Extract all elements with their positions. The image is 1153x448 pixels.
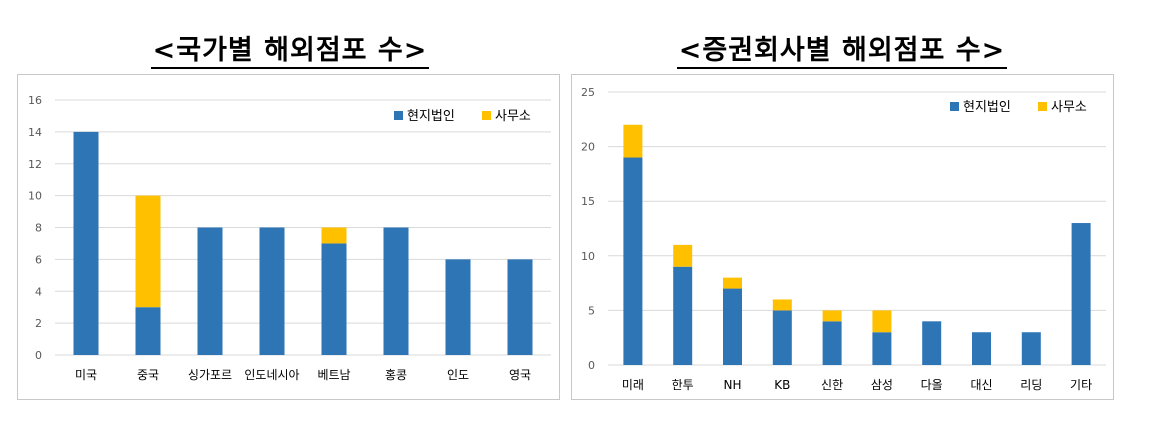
country-chart-category-label: 베트남 [317, 368, 350, 382]
securities-firm-chart-y-tick-label: 25 [581, 86, 595, 99]
securities-firm-chart-bar-subsidiary [772, 310, 792, 365]
securities-firm-chart-y-tick-label: 0 [588, 359, 595, 372]
country-chart-bar-subsidiary [321, 243, 347, 355]
country-chart-y-tick-label: 0 [35, 349, 42, 362]
securities-firm-chart-bar-subsidiary [822, 321, 842, 365]
securities-firm-chart-category-label: 미래 [622, 378, 644, 392]
securities-firm-chart-bar-subsidiary [1021, 332, 1041, 365]
country-chart-category-label: 영국 [509, 368, 531, 382]
country-chart-bar-subsidiary [259, 227, 285, 355]
country-chart-legend-swatch [482, 111, 491, 120]
securities-firm-chart-category-label: KB [774, 378, 790, 392]
securities-firm-chart-category-label: 삼성 [871, 378, 893, 392]
country-chart-legend-swatch [394, 111, 403, 120]
securities-firm-chart-heading-text: <증권회사별 해외점포 수> [676, 35, 1008, 69]
securities-firm-chart-bar-subsidiary [972, 332, 991, 365]
securities-firm-chart-category-label: 다올 [921, 378, 943, 392]
country-chart-heading-text: <국가별 해외점포 수> [150, 35, 430, 69]
securities-firm-chart-bar-office [673, 244, 693, 267]
country-chart-y-tick-label: 14 [28, 126, 42, 139]
country-chart-heading: <국가별 해외점포 수> [20, 28, 560, 69]
securities-firm-chart-bar-office [772, 299, 792, 311]
securities-firm-chart-legend-swatch [950, 102, 959, 111]
country-chart-category-label: 미국 [75, 368, 97, 382]
securities-firm-chart-bar-office [623, 124, 643, 158]
country-chart-y-tick-label: 12 [28, 158, 42, 171]
country-chart-bar-subsidiary [135, 307, 161, 355]
securities-firm-chart-category-label: 리딩 [1020, 378, 1042, 392]
securities-firm-bar-chart: 0 5 10 15 20 25 미래 한투 NH KB 신한 삼성 다올 대신 리딩 기타 현지법인 사무소 [581, 86, 1106, 392]
securities-firm-chart-panel: 0 5 10 15 20 25 미래 한투 NH KB 신한 삼성 다올 대신 리딩 기타 현지법인 사무소 [571, 74, 1114, 400]
securities-firm-chart-bar-office [872, 310, 892, 333]
country-chart-category-label: 중국 [137, 368, 159, 382]
country-chart-y-tick-label: 10 [28, 190, 42, 203]
securities-firm-chart-heading: <증권회사별 해외점포 수> [572, 28, 1112, 69]
securities-firm-chart-bar-subsidiary [922, 321, 942, 365]
country-chart-bar-subsidiary [73, 131, 99, 355]
country-chart-bar-subsidiary [197, 227, 223, 355]
securities-firm-chart-legend-swatch [1038, 102, 1047, 111]
securities-firm-chart-bar-subsidiary [1071, 223, 1091, 365]
securities-firm-chart-legend-label: 사무소 [1051, 100, 1087, 115]
country-chart-bar-office [135, 195, 161, 308]
country-chart-y-tick-label: 6 [35, 253, 42, 266]
country-chart-category-label: 싱가포르 [188, 368, 232, 382]
country-chart-bar-subsidiary [507, 259, 533, 355]
country-chart-category-label: 인도 [447, 368, 469, 382]
securities-firm-chart-legend-label: 현지법인 [963, 100, 1011, 115]
country-chart-bar-subsidiary [383, 227, 409, 355]
securities-firm-chart-category-label: 신한 [821, 378, 843, 392]
securities-firm-chart-y-tick-label: 5 [588, 304, 595, 317]
country-chart-y-tick-label: 2 [35, 317, 42, 330]
country-chart-y-tick-label: 16 [28, 94, 42, 107]
securities-firm-chart-bar-subsidiary [673, 266, 693, 365]
country-chart-y-tick-label: 8 [35, 222, 42, 235]
securities-firm-chart-category-label: NH [724, 378, 742, 392]
securities-firm-chart-y-tick-label: 10 [581, 250, 595, 263]
country-chart-panel: 0 2 4 6 8 10 12 14 16 미국 중국 싱가포르 인도네시아 베트남 홍콩 인도 영국 현지법인 사… [17, 74, 560, 400]
securities-firm-chart-y-tick-label: 20 [581, 141, 595, 154]
securities-firm-chart-bar-subsidiary [623, 157, 643, 365]
securities-firm-chart-category-label: 대신 [970, 378, 992, 392]
country-chart-legend-label: 사무소 [495, 109, 531, 124]
securities-firm-chart-bar-subsidiary [723, 288, 742, 365]
securities-firm-chart-category-label: 기타 [1070, 378, 1092, 392]
securities-firm-chart-y-tick-label: 15 [581, 195, 595, 208]
country-chart-bar-office [321, 227, 347, 244]
country-bar-chart: 0 2 4 6 8 10 12 14 16 미국 중국 싱가포르 인도네시아 베트남 홍콩 인도 영국 현지법인 사… [28, 94, 551, 382]
country-chart-category-label: 인도네시아 [244, 368, 299, 382]
country-chart-bar-subsidiary [445, 259, 471, 355]
securities-firm-chart-bar-subsidiary [872, 332, 892, 365]
country-chart-legend-label: 현지법인 [407, 109, 455, 124]
country-chart-y-tick-label: 4 [35, 285, 42, 298]
securities-firm-chart-bar-office [723, 277, 742, 289]
country-chart-category-label: 홍콩 [385, 368, 407, 382]
securities-firm-chart-bar-office [822, 310, 842, 322]
securities-firm-chart-category-label: 한투 [672, 378, 694, 392]
